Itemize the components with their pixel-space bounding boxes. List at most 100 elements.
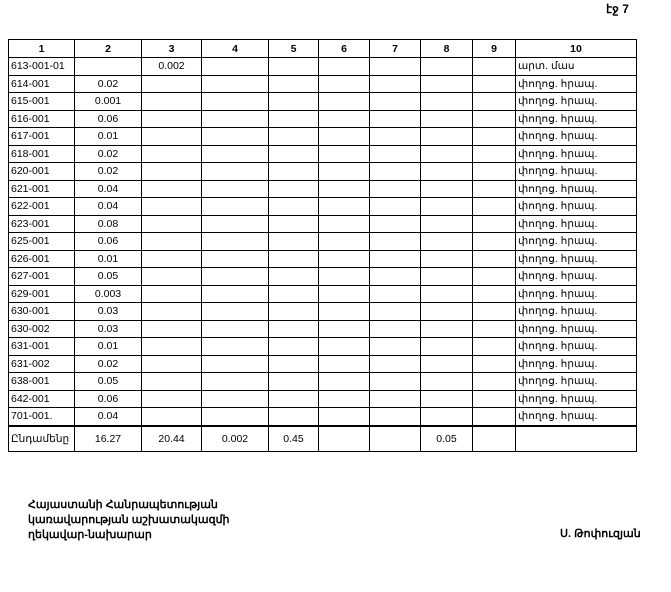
table-cell <box>369 302 421 321</box>
table-cell: փողոց. հրապ. <box>515 144 637 163</box>
table-cell: արտ. մաս <box>515 57 637 76</box>
table-cell <box>141 389 202 408</box>
table-cell: 629-001 <box>8 284 75 303</box>
table-cell: 620-001 <box>8 162 75 181</box>
table-cell <box>369 267 421 286</box>
table-cell <box>201 109 269 128</box>
table-cell <box>420 389 473 408</box>
table-row: 613-001-01 0.002 արտ. մաս <box>8 57 637 76</box>
table-cell: փողոց. հրապ. <box>515 249 637 268</box>
table-cell <box>268 144 319 163</box>
table-cell <box>318 144 370 163</box>
table-cell <box>420 214 473 233</box>
table-cell: փողոց. հրապ. <box>515 197 637 216</box>
table-cell <box>318 267 370 286</box>
table-cell <box>318 57 370 76</box>
table-row: 631-002 0.02 փողոց. հրապ. <box>8 354 637 373</box>
table-cell <box>472 214 516 233</box>
table-cell <box>369 74 421 93</box>
table-cell <box>369 127 421 146</box>
table-cell: փողոց. հրապ. <box>515 302 637 321</box>
table-cell <box>420 144 473 163</box>
table-cell <box>369 162 421 181</box>
table-cell: 7 <box>369 39 421 58</box>
table-cell <box>420 284 473 303</box>
table-cell: փողոց. հրապ. <box>515 354 637 373</box>
table-cell <box>268 127 319 146</box>
table-cell: 3 <box>141 39 202 58</box>
table-cell: փողոց. հրապ. <box>515 284 637 303</box>
footer-line: Հայաստանի Հանրապետության <box>28 499 218 511</box>
table-cell <box>369 57 421 76</box>
table-cell: փողոց. հրապ. <box>515 162 637 181</box>
table-row: 617-001 0.01 փողոց. հրապ. <box>8 127 637 146</box>
table-cell <box>201 92 269 111</box>
table-cell <box>369 389 421 408</box>
table-cell: 638-001 <box>8 372 75 391</box>
table-row: 638-001 0.05 փողոց. հրապ. <box>8 372 637 391</box>
table-cell <box>201 74 269 93</box>
table-cell <box>369 144 421 163</box>
table-cell: 0.02 <box>74 162 142 181</box>
table-cell <box>369 319 421 338</box>
table-cell: 627-001 <box>8 267 75 286</box>
table-cell: փողոց. հրապ. <box>515 109 637 128</box>
table-cell: 630-002 <box>8 319 75 338</box>
table-cell <box>141 74 202 93</box>
table-row: 631-001 0.01 փողոց. հրապ. <box>8 337 637 356</box>
table-cell <box>472 407 516 426</box>
table-cell <box>268 249 319 268</box>
table-cell <box>420 372 473 391</box>
table-cell <box>472 232 516 251</box>
table-cell: 0.003 <box>74 284 142 303</box>
table-cell: փողոց. հրապ. <box>515 74 637 93</box>
table-cell: 0.01 <box>74 337 142 356</box>
table-cell: փողոց. հրապ. <box>515 337 637 356</box>
table-cell <box>420 249 473 268</box>
table-cell: փողոց. հրապ. <box>515 372 637 391</box>
table-cell <box>268 319 319 338</box>
table-cell <box>420 57 473 76</box>
table-cell <box>141 162 202 181</box>
table-cell: 622-001 <box>8 197 75 216</box>
table-cell: 20.44 <box>141 424 202 452</box>
table-row: 701-001. 0.04 փողոց. հրապ. <box>8 407 637 426</box>
table-cell <box>201 407 269 426</box>
table-cell: 0.06 <box>74 109 142 128</box>
footer-position: Հայաստանի Հանրապետության կառավարության ա… <box>28 498 230 543</box>
table-cell <box>141 319 202 338</box>
table-cell: 0.04 <box>74 197 142 216</box>
table-cell <box>472 179 516 198</box>
table-cell: 0.002 <box>141 57 202 76</box>
table-cell <box>318 319 370 338</box>
table-cell <box>515 424 637 452</box>
table-cell: 9 <box>472 39 516 58</box>
table-cell: փողոց. հրապ. <box>515 179 637 198</box>
table-cell <box>141 144 202 163</box>
table-cell <box>472 197 516 216</box>
table-row: 627-001 0.05 փողոց. հրապ. <box>8 267 637 286</box>
table-cell <box>369 92 421 111</box>
table-cell <box>318 284 370 303</box>
table-cell <box>268 389 319 408</box>
table-cell: 701-001. <box>8 407 75 426</box>
table-cell <box>420 232 473 251</box>
table-cell: 0.002 <box>201 424 269 452</box>
table-cell <box>472 389 516 408</box>
table-cell: 0.02 <box>74 74 142 93</box>
table-cell: 616-001 <box>8 109 75 128</box>
table-cell <box>201 249 269 268</box>
table-cell <box>268 372 319 391</box>
table-cell <box>472 74 516 93</box>
table-cell <box>201 302 269 321</box>
table-cell <box>201 389 269 408</box>
table-cell <box>141 179 202 198</box>
table-cell <box>420 109 473 128</box>
table-cell: 642-001 <box>8 389 75 408</box>
table-cell: 618-001 <box>8 144 75 163</box>
table-cell: փողոց. հրապ. <box>515 389 637 408</box>
table-cell <box>318 74 370 93</box>
table-cell: 631-001 <box>8 337 75 356</box>
table-cell <box>420 267 473 286</box>
